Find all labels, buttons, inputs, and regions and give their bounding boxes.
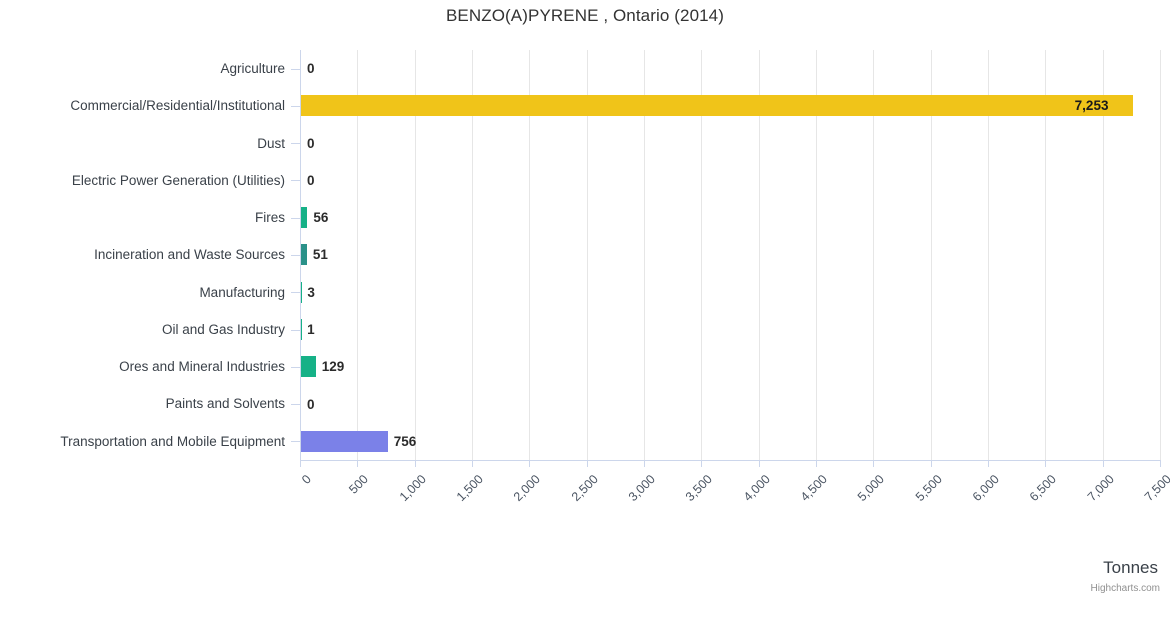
value-axis-tick [701, 461, 702, 467]
bar-row[interactable]: Dust 0 [0, 125, 1170, 162]
bar-row[interactable]: Incineration and Waste Sources 51 [0, 236, 1170, 273]
chart-title: BENZO(A)PYRENE , Ontario (2014) [0, 6, 1170, 26]
bar[interactable] [301, 431, 388, 452]
bar-value-label: 0 [307, 170, 315, 191]
value-axis-tick [873, 461, 874, 467]
category-label: Ores and Mineral Industries [0, 348, 285, 385]
category-label: Paints and Solvents [0, 385, 285, 422]
category-label: Electric Power Generation (Utilities) [0, 162, 285, 199]
category-label: Fires [0, 199, 285, 236]
value-axis-tick [816, 461, 817, 467]
bar-value-label: 0 [307, 133, 315, 154]
bar[interactable] [301, 95, 1133, 116]
bar-value-label: 7,253 [1075, 95, 1109, 116]
bar-value-label: 0 [307, 394, 315, 415]
category-label: Manufacturing [0, 274, 285, 311]
value-axis-line [300, 460, 1161, 461]
bar-value-label: 56 [313, 207, 328, 228]
value-axis-tick [988, 461, 989, 467]
value-axis-tick [529, 461, 530, 467]
value-axis-tick [357, 461, 358, 467]
value-axis-tick [644, 461, 645, 467]
category-tick [291, 330, 300, 331]
category-label: Oil and Gas Industry [0, 311, 285, 348]
bar-row[interactable]: Ores and Mineral Industries 129 [0, 348, 1170, 385]
category-label: Transportation and Mobile Equipment [0, 423, 285, 460]
category-label: Agriculture [0, 50, 285, 87]
value-axis-tick [300, 461, 301, 467]
highcharts-chart-container: BENZO(A)PYRENE , Ontario (2014) Agricult… [0, 0, 1170, 600]
category-tick [291, 404, 300, 405]
category-tick [291, 106, 300, 107]
category-tick [291, 367, 300, 368]
highcharts-credits: Highcharts.com [1091, 583, 1160, 594]
bar-value-label: 129 [322, 356, 345, 377]
bar-row[interactable]: Transportation and Mobile Equipment 756 [0, 423, 1170, 460]
value-axis-tick [415, 461, 416, 467]
value-axis-tick [472, 461, 473, 467]
value-axis-tick [1045, 461, 1046, 467]
bar-row[interactable]: Commercial/Residential/Institutional 7,25… [0, 87, 1170, 124]
bar-row[interactable]: Manufacturing 3 [0, 274, 1170, 311]
bar[interactable] [301, 207, 307, 228]
category-tick [291, 180, 300, 181]
category-label: Incineration and Waste Sources [0, 236, 285, 273]
bar-row[interactable]: Oil and Gas Industry 1 [0, 311, 1170, 348]
value-axis-tick [759, 461, 760, 467]
category-tick [291, 143, 300, 144]
bar-row[interactable]: Paints and Solvents 0 [0, 385, 1170, 422]
value-axis-tick [1103, 461, 1104, 467]
value-axis-title: Tonnes [1103, 558, 1158, 578]
bar-row[interactable]: Agriculture 0 [0, 50, 1170, 87]
bar-value-label: 51 [313, 244, 328, 265]
bar-row[interactable]: Electric Power Generation (Utilities) 0 [0, 162, 1170, 199]
category-tick [291, 255, 300, 256]
bar-value-label: 0 [307, 58, 315, 79]
value-axis-tick [1160, 461, 1161, 467]
category-tick [291, 441, 300, 442]
bar[interactable] [301, 244, 307, 265]
category-label: Dust [0, 125, 285, 162]
bar-value-label: 756 [394, 431, 417, 452]
bar-value-label: 3 [307, 282, 315, 303]
category-tick [291, 292, 300, 293]
value-axis-tick [931, 461, 932, 467]
bar[interactable] [301, 356, 316, 377]
category-tick [291, 218, 300, 219]
value-axis-tick [587, 461, 588, 467]
category-tick [291, 69, 300, 70]
category-label: Commercial/Residential/Institutional [0, 87, 285, 124]
bar-value-label: 1 [307, 319, 315, 340]
bar-row[interactable]: Fires 56 [0, 199, 1170, 236]
